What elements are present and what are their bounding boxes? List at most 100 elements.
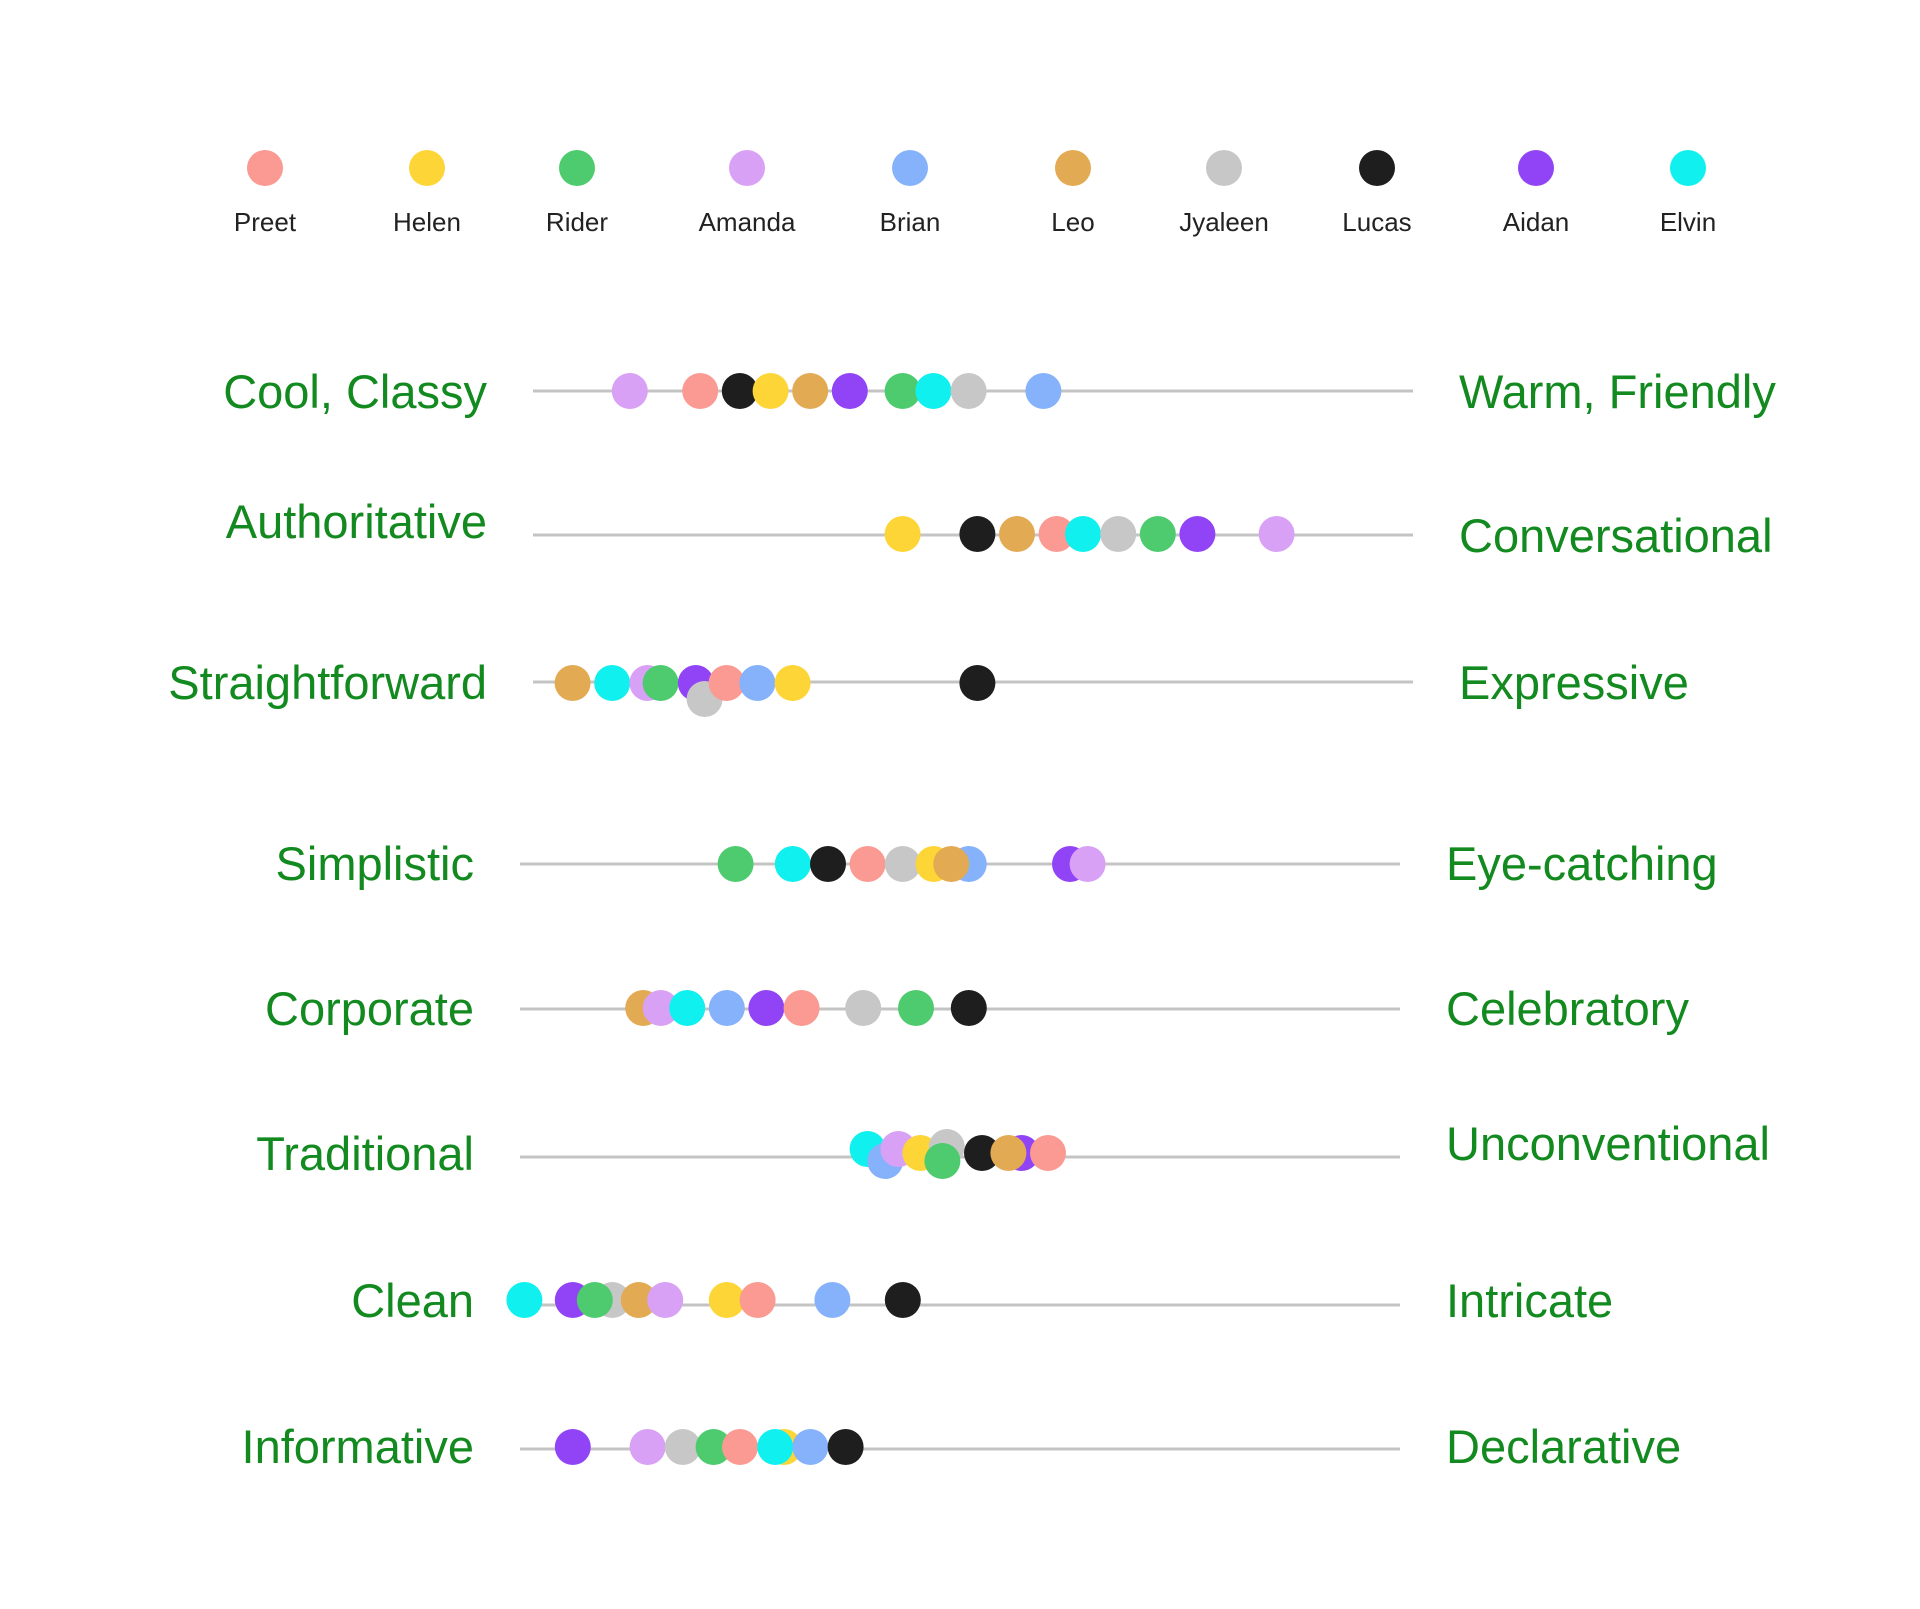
dot-rider xyxy=(576,1282,613,1318)
dot-amanda xyxy=(629,1429,666,1465)
dot-lucas xyxy=(810,846,846,882)
dot-elvin xyxy=(774,846,811,882)
dot-lucas xyxy=(959,665,996,701)
dot-elvin xyxy=(506,1282,543,1318)
scale-row-cool-classy: Cool, Classy Warm, Friendly xyxy=(223,365,1776,418)
right-label-expressive: Expressive xyxy=(1459,656,1689,709)
left-label-traditional: Traditional xyxy=(256,1127,474,1180)
legend-marker-amanda xyxy=(729,150,765,186)
legend-label-lucas: Lucas xyxy=(1342,207,1411,237)
legend-marker-aidan xyxy=(1518,150,1554,186)
dot-leo xyxy=(620,1282,657,1318)
right-label-conversational: Conversational xyxy=(1459,509,1773,562)
legend-label-brian: Brian xyxy=(880,207,941,237)
legend-label-preet: Preet xyxy=(234,207,297,237)
dot-elvin xyxy=(757,1429,794,1465)
dot-amanda xyxy=(1069,846,1106,882)
dot-jyaleen xyxy=(884,846,921,882)
legend-label-aidan: Aidan xyxy=(1503,207,1570,237)
legend-marker-preet xyxy=(247,150,283,186)
dot-amanda xyxy=(611,373,648,409)
right-label-declarative: Declarative xyxy=(1446,1420,1681,1473)
dot-helen xyxy=(884,516,921,552)
dot-lucas xyxy=(827,1429,864,1465)
dot-helen xyxy=(752,373,789,409)
dot-brian xyxy=(739,665,776,701)
right-label-eye-catching: Eye-catching xyxy=(1446,837,1718,890)
dot-amanda xyxy=(642,990,679,1026)
legend-label-helen: Helen xyxy=(393,207,461,237)
right-label-unconventional: Unconventional xyxy=(1446,1117,1770,1170)
dot-preet xyxy=(1030,1135,1066,1171)
left-label-clean: Clean xyxy=(351,1274,474,1327)
dot-jyaleen xyxy=(950,373,987,409)
left-label-authoritative: Authoritative xyxy=(226,495,487,548)
left-label-straightforward: Straightforward xyxy=(168,656,487,709)
dot-leo xyxy=(554,665,591,701)
scale-row-straightforward: Straightforward Expressive xyxy=(168,656,1689,717)
right-label-celebratory: Celebratory xyxy=(1446,982,1689,1035)
dot-preet xyxy=(722,1429,758,1465)
dot-rider xyxy=(717,846,754,882)
dot-rider xyxy=(898,990,934,1026)
dot-leo xyxy=(990,1135,1027,1171)
legend-label-jyaleen: Jyaleen xyxy=(1179,207,1269,237)
dot-elvin xyxy=(669,990,706,1026)
dot-aidan xyxy=(748,990,785,1026)
dot-preet xyxy=(708,665,745,701)
dot-helen xyxy=(708,1282,745,1318)
dot-lucas xyxy=(884,1282,921,1318)
legend-label-amanda: Amanda xyxy=(699,207,796,237)
left-label-corporate: Corporate xyxy=(265,982,474,1035)
scale-row-traditional: Traditional Unconventional xyxy=(256,1117,1770,1180)
dot-helen xyxy=(774,665,811,701)
dot-jyaleen xyxy=(845,990,882,1026)
dot-elvin xyxy=(1065,516,1101,552)
dot-brian xyxy=(1025,373,1062,409)
legend-label-elvin: Elvin xyxy=(1660,207,1716,237)
dot-preet xyxy=(1038,516,1075,552)
dot-lucas xyxy=(964,1135,1000,1171)
dot-leo xyxy=(933,846,970,882)
scale-row-authoritative: Authoritative Conversational xyxy=(226,495,1773,562)
dot-preet xyxy=(739,1282,776,1318)
legend-marker-jyaleen xyxy=(1206,150,1242,186)
scale-row-simplistic: Simplistic Eye-catching xyxy=(276,837,1718,890)
legend-marker-leo xyxy=(1055,150,1091,186)
legend-marker-brian xyxy=(892,150,928,186)
left-label-informative: Informative xyxy=(242,1420,474,1473)
dot-rider xyxy=(884,373,921,409)
dot-amanda xyxy=(647,1282,684,1318)
dot-leo xyxy=(792,373,829,409)
dot-rider xyxy=(1139,516,1176,552)
scale-row-corporate: Corporate Celebratory xyxy=(265,982,1689,1035)
dot-brian xyxy=(792,1429,829,1465)
dot-lucas xyxy=(950,990,987,1026)
left-label-simplistic: Simplistic xyxy=(276,837,474,890)
dot-preet xyxy=(682,373,719,409)
dot-brian xyxy=(814,1282,851,1318)
dot-aidan xyxy=(1179,516,1216,552)
legend-marker-helen xyxy=(409,150,445,186)
dot-lucas xyxy=(959,516,996,552)
dot-preet xyxy=(783,990,820,1026)
scale-row-informative: Informative Declarative xyxy=(242,1420,1682,1473)
dot-elvin xyxy=(915,373,952,409)
legend-label-leo: Leo xyxy=(1051,207,1094,237)
dot-rider xyxy=(924,1143,961,1179)
dot-elvin xyxy=(594,665,631,701)
dot-lucas xyxy=(721,373,758,409)
dot-leo xyxy=(999,516,1035,552)
legend-marker-rider xyxy=(559,150,595,186)
legend: Preet Helen Rider Amanda Brian Leo Jyaleen Luca… xyxy=(234,150,1716,237)
dot-aidan xyxy=(831,373,868,409)
dot-brian xyxy=(708,990,745,1026)
scale-rows: Cool, Classy Warm, Friendly Authoritative C… xyxy=(168,365,1776,1473)
right-label-intricate: Intricate xyxy=(1446,1274,1613,1327)
dot-rider xyxy=(695,1429,732,1465)
dot-jyaleen xyxy=(1100,516,1137,552)
dot-preet xyxy=(849,846,886,882)
dot-rider xyxy=(642,665,679,701)
legend-marker-lucas xyxy=(1359,150,1395,186)
